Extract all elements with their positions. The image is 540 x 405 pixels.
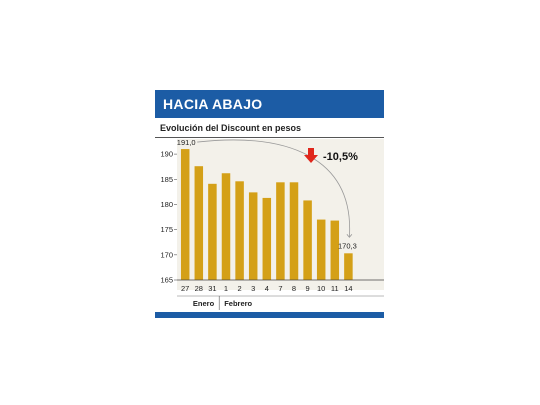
- data-label-first: 191,0: [177, 138, 196, 147]
- y-tick-label: 185: [160, 175, 173, 184]
- chart-subtitle: Evolución del Discount en pesos: [160, 123, 302, 133]
- bar: [303, 200, 312, 280]
- x-tick-label: 14: [344, 284, 352, 293]
- x-tick-label: 31: [208, 284, 216, 293]
- x-tick-label: 2: [238, 284, 242, 293]
- month-label-febrero: Febrero: [224, 299, 252, 308]
- x-tick-label: 10: [317, 284, 325, 293]
- x-tick-label: 28: [195, 284, 203, 293]
- bar: [194, 166, 204, 280]
- x-tick-label: 8: [292, 284, 296, 293]
- bar: [330, 220, 340, 280]
- x-tick-label: 9: [306, 284, 310, 293]
- bar: [221, 173, 231, 280]
- bar: [276, 182, 285, 280]
- bottom-accent-bar: [155, 312, 384, 318]
- bar: [180, 149, 190, 280]
- x-tick-label: 1: [224, 284, 228, 293]
- data-label-last: 170,3: [338, 241, 357, 250]
- down-arrow-icon: [304, 148, 318, 163]
- y-tick-label: 175: [160, 225, 173, 234]
- bar: [289, 182, 299, 280]
- x-tick-label: 27: [181, 284, 189, 293]
- x-tick-label: 7: [278, 284, 282, 293]
- trend-arc-head: [346, 234, 353, 238]
- chart-title: HACIA ABAJO: [155, 90, 384, 118]
- y-tick-label: 190: [160, 150, 173, 159]
- y-tick-label: 180: [160, 200, 173, 209]
- chart-figure: HACIA ABAJO Evolución del Discount en pe…: [155, 90, 384, 318]
- bar: [262, 197, 272, 280]
- bar-chart: 165 170 175 180 185 190 27 28 31 1 2 3 4 7 8 9 10 11 14 Ene…: [160, 138, 384, 310]
- bar: [316, 219, 326, 280]
- title-divider: [155, 137, 384, 138]
- bar: [235, 181, 244, 280]
- y-tick-label: 165: [160, 276, 173, 285]
- x-tick-label: 11: [331, 284, 339, 293]
- y-tick-label: 170: [160, 250, 173, 259]
- bar: [208, 183, 217, 280]
- bar: [344, 253, 353, 280]
- x-tick-label: 3: [251, 284, 255, 293]
- percent-change-label: -10,5%: [323, 151, 358, 163]
- month-label-enero: Enero: [193, 299, 215, 308]
- x-tick-label: 4: [265, 284, 269, 293]
- bar: [248, 192, 258, 280]
